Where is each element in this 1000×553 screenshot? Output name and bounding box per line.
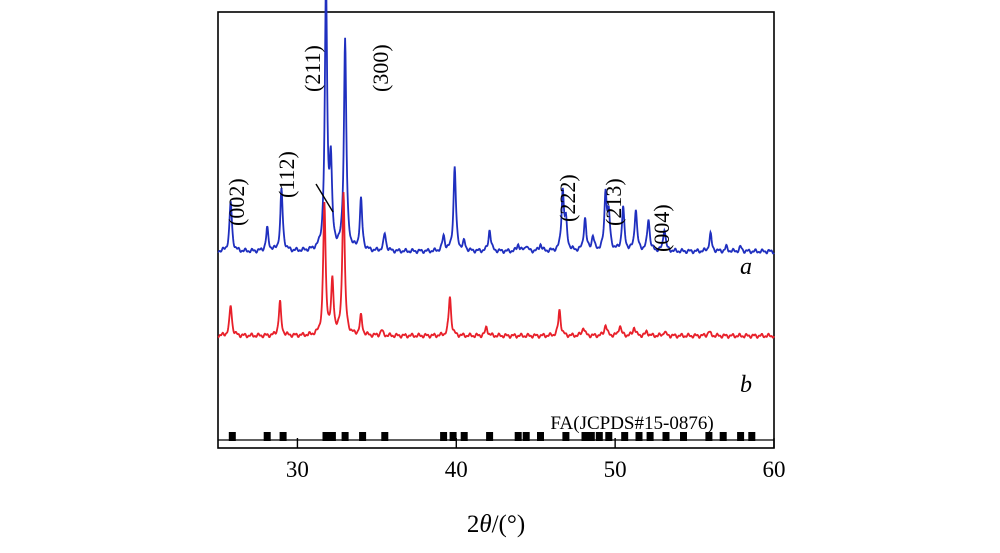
reference-peak-26: [705, 432, 713, 441]
reference-peak-27: [719, 432, 727, 441]
x-axis-label: 2θ/(°): [467, 511, 525, 538]
reference-peak-7: [359, 432, 367, 441]
reference-peak-29: [748, 432, 756, 441]
x-tick-label-50: 50: [604, 457, 627, 482]
x-tick-label-30: 30: [286, 457, 309, 482]
peak-label-300: (300): [368, 44, 393, 92]
reference-peak-25: [680, 432, 687, 441]
reference-peak-1: [263, 432, 271, 441]
reference-label: FA(JCPDS#15-0876): [550, 413, 713, 434]
reference-peak-6: [341, 432, 349, 441]
reference-peak-12: [486, 432, 494, 441]
x-axis: 30 40 50 60: [286, 438, 786, 482]
reference-peak-5: [328, 432, 336, 441]
reference-pattern: [228, 432, 756, 441]
reference-peak-19: [595, 432, 603, 441]
peak-label-004: (004): [649, 204, 674, 252]
reference-peak-14: [522, 432, 530, 441]
reference-peak-15: [537, 432, 544, 441]
series-line-a: [217, 0, 775, 255]
reference-peak-11: [460, 432, 468, 441]
peak-label-211: (211): [300, 45, 325, 92]
x-axis-label-unit: /(°): [492, 511, 526, 538]
reference-peak-21: [621, 432, 629, 441]
reference-peak-23: [646, 432, 654, 441]
series-label-b: b: [740, 372, 752, 398]
peak-label-112: (112): [274, 151, 299, 198]
x-tick-label-60: 60: [763, 457, 786, 482]
series-label-a: a: [740, 254, 752, 280]
reference-peak-13: [514, 432, 522, 441]
peak-label-222: (222): [555, 174, 580, 222]
reference-peak-22: [635, 432, 643, 441]
reference-peak-8: [381, 432, 389, 441]
plot-frame: [217, 11, 775, 449]
x-axis-label-theta: θ: [479, 511, 491, 538]
reference-peak-20: [605, 432, 613, 441]
reference-peak-9: [440, 432, 448, 441]
x-axis-label-prefix: 2: [467, 511, 480, 538]
x-tick-label-40: 40: [445, 457, 468, 482]
reference-peak-18: [587, 432, 595, 441]
peak-211-leader: [315, 183, 334, 213]
peak-label-002: (002): [224, 178, 249, 226]
reference-peak-2: [279, 432, 287, 441]
reference-peak-10: [449, 432, 457, 441]
reference-peak-16: [562, 432, 570, 441]
reference-peak-28: [737, 432, 745, 441]
reference-peak-17: [581, 432, 589, 441]
reference-peak-24: [662, 432, 670, 441]
series-layer: [217, 0, 775, 340]
series-line-b: [217, 192, 775, 340]
reference-peak-0: [228, 432, 236, 441]
peak-label-213: (213): [601, 178, 626, 226]
